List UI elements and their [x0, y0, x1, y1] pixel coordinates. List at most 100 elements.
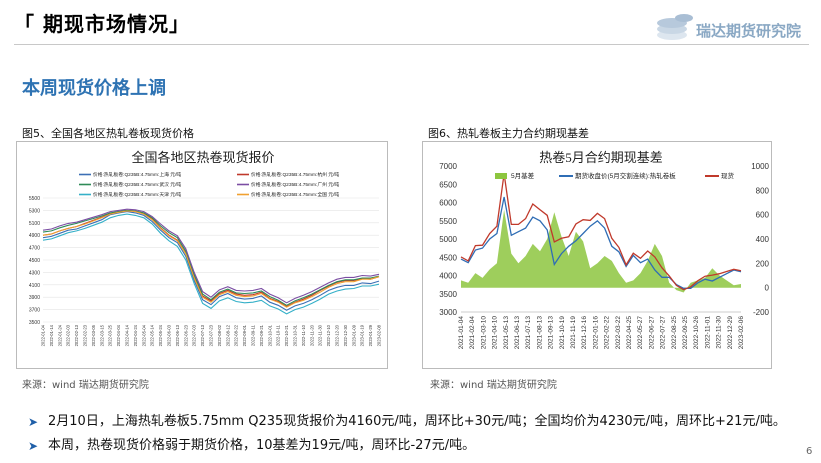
- legend-swatch: [495, 173, 507, 179]
- x-tick-label: 2022-04-14: [125, 324, 130, 346]
- x-tick-label: 2022-06-03: [167, 324, 172, 346]
- x-tick-label: 2022-09-01: [242, 324, 247, 346]
- bullet-item: ➤ 2月10日，上海热轧卷板5.75mm Q235现货报价为4160元/吨，周环…: [28, 412, 808, 436]
- x-tick-label: 2023-01-29: [368, 324, 373, 346]
- y-tick-label-right: 1000: [751, 162, 769, 171]
- x-tick-label: 2021-05-13: [503, 316, 510, 350]
- x-tick-label: 2022-08-25: [671, 316, 678, 350]
- x-tick-label: 2022-07-23: [209, 324, 214, 346]
- x-tick-label: 2023-02-06: [738, 316, 745, 350]
- x-tick-label: 2021-03-10: [480, 316, 487, 350]
- x-tick-label: 2022-09-11: [251, 324, 256, 346]
- figure-5-source: 来源：wind 瑞达期货研究院: [22, 380, 149, 391]
- y-tick-label: 5100: [29, 221, 40, 227]
- x-tick-label: 2021-10-19: [559, 316, 566, 350]
- header-divider: [14, 44, 809, 45]
- y-tick-label-left: 4000: [439, 272, 457, 281]
- x-tick-label: 2022-04-25: [626, 316, 633, 350]
- x-tick-label: 2022-06-23: [183, 324, 188, 346]
- y-tick-label-left: 7000: [439, 162, 457, 171]
- figure-6-caption: 图6、热轧卷板主力合约期现基差: [428, 127, 589, 140]
- y-tick-label-right: 400: [756, 235, 770, 244]
- x-tick-label: 2021-04-10: [492, 316, 499, 350]
- y-tick-label-right: 0: [765, 284, 770, 293]
- y-tick-label: 4100: [29, 283, 40, 289]
- y-tick-label: 4500: [29, 258, 40, 264]
- y-tick-label: 4300: [29, 270, 40, 276]
- x-tick-label: 2022-10-11: [276, 324, 281, 346]
- y-tick-label: 5300: [29, 208, 40, 214]
- x-tick-label: 2021-09-13: [548, 316, 555, 350]
- y-tick-label-left: 5500: [439, 217, 457, 226]
- figure-6-source: 来源：wind 瑞达期货研究院: [430, 380, 557, 391]
- x-tick-label: 2021-11-19: [570, 316, 577, 349]
- legend-label: 价格:热轧板卷:Q235B:4.75mm:天津 元/吨: [93, 191, 181, 198]
- x-tick-label: 2022-12-29: [727, 316, 734, 350]
- series-line: [460, 173, 742, 291]
- x-tick-label: 2022-08-02: [217, 324, 222, 346]
- legend-label: 价格:热轧板卷:Q235B:4.75mm:广州 元/吨: [251, 181, 339, 188]
- y-tick-label-right: 200: [756, 259, 770, 268]
- legend-label: 价格:热轧板卷:Q235B:4.75mm:武汉 元/吨: [93, 181, 181, 188]
- x-tick-label: 2022-01-04: [41, 324, 46, 346]
- x-tick-label: 2022-03-22: [615, 316, 622, 350]
- series-line: [42, 210, 380, 308]
- arrow-bullet-icon: ➤: [28, 439, 39, 453]
- series-line: [42, 208, 380, 304]
- chart-title: 全国各地区热卷现货报价: [131, 150, 274, 165]
- x-tick-label: 2022-01-24: [57, 324, 62, 346]
- x-tick-label: 2023-02-08: [377, 324, 382, 346]
- x-tick-label: 2022-07-03: [192, 324, 197, 346]
- x-tick-label: 2022-03-15: [99, 324, 104, 346]
- x-tick-label: 2022-12-30: [343, 324, 348, 346]
- x-tick-label: 2022-03-05: [91, 324, 96, 346]
- x-tick-label: 2022-10-21: [284, 324, 289, 346]
- y-tick-label: 3500: [29, 320, 40, 326]
- x-tick-label: 2021-08-13: [536, 316, 543, 350]
- series-line: [460, 196, 742, 289]
- x-tick-label: 2022-01-14: [49, 324, 54, 346]
- arrow-bullet-icon: ➤: [28, 415, 39, 429]
- y-tick-label-left: 5000: [439, 235, 457, 244]
- y-tick-label: 4700: [29, 246, 40, 252]
- x-tick-label: 2022-11-10: [301, 324, 306, 346]
- page-number: 6: [806, 446, 813, 457]
- x-tick-label: 2022-03-25: [108, 324, 113, 346]
- legend-label: 价格:热轧板卷:Q235B:4.75mm:全国 元/吨: [251, 191, 339, 198]
- x-tick-label: 2022-08-12: [225, 324, 230, 346]
- legend-label: 价格:热轧板卷:Q235B:4.75mm:上海 元/吨: [93, 171, 181, 178]
- x-tick-label: 2022-05-27: [637, 316, 644, 350]
- legend-label: 价格:热轧板卷:Q235B:4.75mm:杭州 元/吨: [251, 171, 339, 178]
- series-line: [42, 209, 380, 306]
- bullet-item: ➤ 本周，热卷现货价格弱于期货价格，10基差为19元/吨，周环比-27元/吨。: [28, 436, 808, 460]
- series-line: [42, 211, 380, 311]
- y-tick-label-right: 800: [756, 186, 770, 195]
- y-tick-label-left: 4500: [439, 253, 457, 262]
- x-tick-label: 2022-05-04: [141, 324, 146, 346]
- y-tick-label-left: 3500: [439, 290, 457, 299]
- x-tick-label: 2023-01-09: [351, 324, 356, 346]
- x-tick-label: 2022-02-23: [83, 324, 88, 346]
- x-tick-label: 2022-09-25: [682, 316, 689, 350]
- x-tick-label: 2021-07-13: [525, 316, 532, 350]
- x-tick-label: 2022-10-26: [693, 316, 700, 350]
- x-tick-label: 2022-11-20: [309, 324, 314, 346]
- x-tick-label: 2022-06-27: [648, 316, 655, 350]
- x-tick-label: 2022-01-16: [592, 316, 599, 350]
- x-tick-label: 2022-10-01: [267, 324, 272, 346]
- coin-stack-icon: [657, 14, 693, 40]
- x-tick-label: 2022-09-21: [259, 324, 264, 346]
- x-tick-label: 2022-11-01: [704, 316, 711, 349]
- summary-bullets: ➤ 2月10日，上海热轧卷板5.75mm Q235现货报价为4160元/吨，周环…: [28, 412, 808, 460]
- x-tick-label: 2022-07-27: [660, 316, 667, 350]
- series-line: [42, 213, 380, 315]
- y-tick-label-left: 6000: [439, 199, 457, 208]
- y-tick-label: 3900: [29, 295, 40, 301]
- bullet-text: 2月10日，上海热轧卷板5.75mm Q235现货报价为4160元/吨，周环比+…: [48, 414, 786, 429]
- x-tick-label: 2022-02-03: [66, 324, 71, 346]
- basis-area: [461, 209, 741, 293]
- x-tick-label: 2022-02-22: [604, 316, 611, 350]
- basis-svg: 热卷5月合约期现基差700065006000550050004500400035…: [439, 150, 770, 350]
- logo-text: 瑞达期货研究院: [696, 22, 802, 40]
- x-tick-label: 2022-11-30: [318, 324, 323, 346]
